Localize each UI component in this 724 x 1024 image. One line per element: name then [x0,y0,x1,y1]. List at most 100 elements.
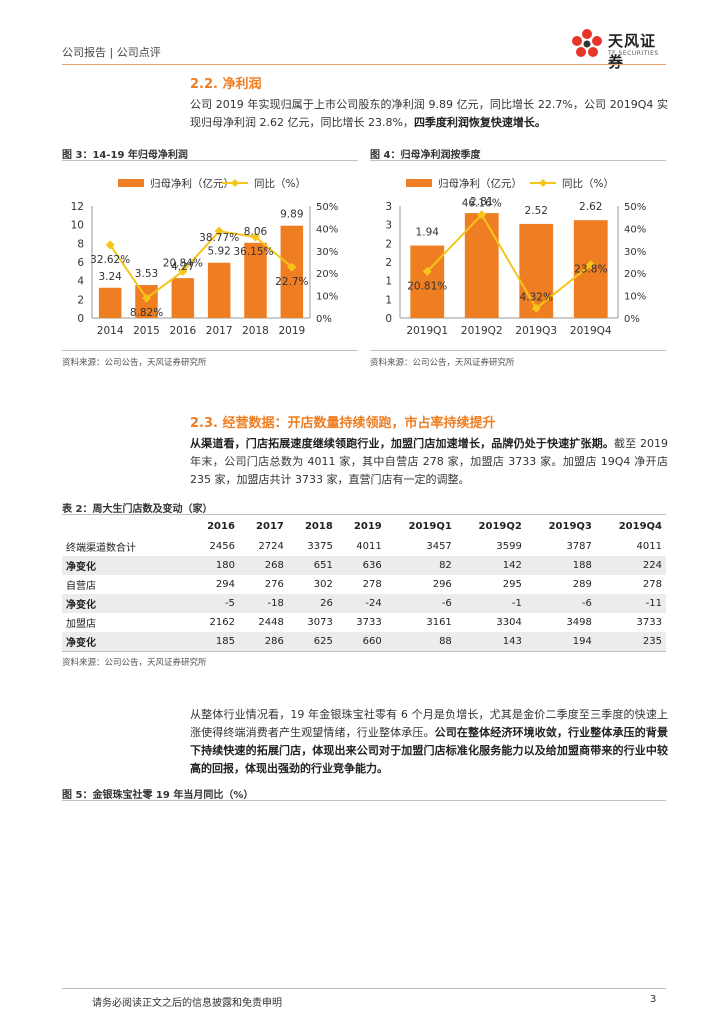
line-data-label: 32.62% [90,254,130,266]
disclaimer-note: 请务必阅读正文之后的信息披露和免责申明 [92,998,282,1009]
table-cell: 净变化 [62,594,190,613]
table-cell: 3161 [426,617,452,628]
line-point [105,240,115,250]
table-cell: 4011 [356,541,382,552]
y2-tick-label: 40% [316,224,338,235]
bar-data-label: 1.94 [416,227,440,239]
section-title-operations: 2.3. 经营数据：开店数量持续领跑，市占率持续提升 [190,416,496,431]
legend-line-marker [231,179,239,187]
bar-data-label: 5.92 [207,246,230,258]
table-row: 净变化 -5 -18 26 -24 -6 -1 -6 -11 [62,594,666,613]
bar-data-label: 4.27 [171,261,194,273]
table-cell: 4011 [636,541,662,552]
x-tick-label: 2014 [97,325,124,337]
table-cell: 224 [595,556,666,575]
net-profit-paragraph: 公司 2019 年实现归属于上市公司股东的净利润 9.89 亿元，同比增长 22… [190,98,668,129]
y-tick-label: 2 [77,294,84,306]
line-data-label: 20.81% [407,280,447,292]
figure-3-title: 图 3：14-19 年归母净利润 [62,150,188,161]
table-2-title: 表 2：周大生门店数及变动（家） [62,504,213,515]
legend-bar-swatch [406,179,432,187]
table-cell: 3498 [566,617,592,628]
y2-tick-label: 10% [316,292,338,303]
x-tick-label: 2019Q1 [406,325,448,337]
table-cell: 3787 [566,541,592,552]
line-data-label: 8.82% [130,307,163,319]
table-cell: 终端渠道数合计 [66,543,136,554]
line-data-label: 22.7% [275,276,308,288]
table-header-cell: 2019Q2 [478,521,522,532]
table-cell: -1 [455,594,526,613]
bar-data-label: 2.62 [579,201,602,213]
operations-paragraph: 从渠道看，门店拓展速度继续领跑行业，加盟门店加速增长，品牌仍处于快速扩张期。截至… [190,437,668,486]
bar [464,213,499,318]
figure-5-title: 图 5：金银珠宝社零 19 年当月同比（%） [62,790,254,801]
table-cell: 26 [287,594,337,613]
line-point [142,293,151,303]
logo-text: 天风证券 [608,32,657,71]
y2-tick-label: 50% [316,202,338,213]
table-cell: 143 [455,632,526,651]
line-data-label: 23.8% [574,264,607,276]
x-tick-label: 2017 [206,325,233,337]
bar-data-label: 8.06 [244,226,268,238]
table-cell: 3599 [496,541,522,552]
table-header-cell: 2019Q1 [408,521,452,532]
y-tick-label: 12 [71,201,84,213]
line-data-label: 20.84% [163,257,203,269]
table-header-cell [62,516,190,537]
y-tick-label: 4 [77,276,84,288]
y-tick-label: 8 [77,238,84,250]
x-tick-label: 2019Q3 [515,325,557,337]
y2-tick-label: 30% [316,247,338,258]
table-cell: 289 [572,579,592,590]
x-tick-label: 2019Q2 [461,325,503,337]
table-cell: 276 [264,579,284,590]
legend-line-marker [539,179,547,187]
line-data-label: 36.15% [233,246,273,258]
line-data-label: 38.77% [199,232,239,244]
y-tick-label: 10 [71,220,84,232]
bar [410,245,445,318]
report-type: 公司报告 | 公司点评 [62,46,161,59]
table-cell: 加盟店 [66,619,96,630]
y-tick-label: 2 [385,257,392,269]
line-point [178,266,188,276]
table-cell: 净变化 [62,632,190,651]
y2-tick-label: 20% [316,269,338,280]
table-cell: 296 [432,579,452,590]
table-header-cell: 2016 [207,521,235,532]
table-cell: 180 [190,556,239,575]
table-header-row: 2016 2017 2018 2019 2019Q1 2019Q2 2019Q3 2019Q4 [62,516,666,537]
logo-subtext: TF SECURITIES [608,50,659,57]
figure-3-rule [62,160,358,161]
table-cell: 295 [502,579,522,590]
table-header-cell: 2019Q3 [548,521,592,532]
store-count-table: 2016 2017 2018 2019 2019Q1 2019Q2 2019Q3 2019Q4… [62,516,666,651]
y2-tick-label: 0% [624,314,640,325]
y-tick-label: 6 [77,257,84,269]
figure-4-title: 图 4：归母净利润按季度 [370,150,481,161]
series-line [109,230,293,300]
table-header-cell: 2019Q4 [618,521,662,532]
table-cell: 2448 [258,617,284,628]
y-tick-label: 3 [385,201,392,213]
bar [519,223,554,318]
table-cell: -11 [595,594,666,613]
x-tick-label: 2015 [133,325,160,337]
legend-bar-swatch [118,179,144,187]
table-cell: 194 [525,632,596,651]
figure-3-bottom-rule [62,350,358,351]
table-cell: 302 [313,579,333,590]
table-cell: 82 [385,556,456,575]
table-header-cell: 2018 [304,521,333,532]
table-cell: 278 [362,579,382,590]
table-cell: -6 [385,594,456,613]
figure-4-bottom-rule [370,350,666,351]
footer-divider [62,988,666,989]
y2-tick-label: 40% [624,224,646,235]
series-line [426,212,592,310]
industry-paragraph: 从整体行业情况看，19 年金银珠宝社零有 6 个月是负增长，尤其是金价二季度至三… [190,708,669,775]
table-cell: -5 [190,594,239,613]
line-point [531,303,541,313]
